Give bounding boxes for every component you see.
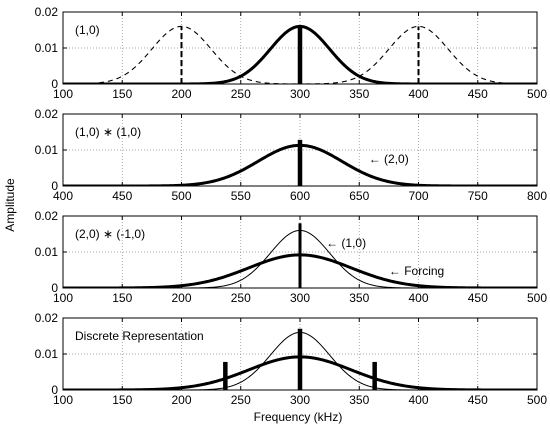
- panel-label: Discrete Representation: [75, 329, 204, 343]
- x-tick-label: 500: [527, 87, 547, 101]
- y-tick-label: 0.01: [35, 143, 59, 157]
- y-tick-label: 0.02: [35, 5, 59, 19]
- panel-1: 100 150 200 250 300 350 400 450 50000.010.02(1,0…: [35, 5, 548, 101]
- y-tick-label: 0: [51, 383, 58, 397]
- x-axis-label: Frequency (kHz): [254, 410, 343, 424]
- x-tick-label: 300: [290, 393, 310, 407]
- panel-4: 100 150 200 250 300 350 400 450 50000.010.02Disc…: [35, 311, 548, 407]
- x-tick-label: 200: [171, 291, 191, 305]
- x-tick-label: 250: [231, 87, 251, 101]
- y-tick-label: 0: [51, 179, 58, 193]
- x-tick-label: 350: [349, 87, 369, 101]
- panel-3: 100 150 200 250 300 350 400 450 50000.010.02(2,0…: [35, 209, 548, 305]
- annotation-label: ← (2,0): [369, 152, 409, 166]
- x-tick-label: 250: [231, 291, 251, 305]
- y-tick-label: 0.02: [35, 209, 59, 223]
- y-tick-label: 0: [51, 77, 58, 91]
- x-tick-label: 750: [468, 189, 488, 203]
- x-tick-label: 150: [112, 291, 132, 305]
- x-tick-label: 450: [112, 189, 132, 203]
- x-tick-label: 500: [171, 189, 191, 203]
- panel-label: (1,0) ∗ (1,0): [75, 125, 141, 139]
- y-tick-label: 0.02: [35, 311, 59, 325]
- x-tick-label: 400: [408, 291, 428, 305]
- x-tick-label: 150: [112, 87, 132, 101]
- x-tick-label: 400: [408, 87, 428, 101]
- annotation-label: ← (1,0): [326, 236, 366, 250]
- y-tick-label: 0.02: [35, 107, 59, 121]
- y-tick-label: 0.01: [35, 245, 59, 259]
- x-tick-label: 800: [527, 189, 547, 203]
- y-tick-label: 0.01: [35, 347, 59, 361]
- panel-label: (2,0) ∗ (-1,0): [75, 227, 145, 241]
- y-tick-label: 0: [51, 281, 58, 295]
- y-axis-label: Amplitude: [3, 178, 17, 232]
- panel-label: (1,0): [75, 23, 100, 37]
- x-tick-label: 600: [290, 189, 310, 203]
- x-tick-label: 350: [349, 393, 369, 407]
- x-tick-label: 550: [231, 189, 251, 203]
- x-tick-label: 450: [468, 393, 488, 407]
- x-tick-label: 500: [527, 291, 547, 305]
- x-tick-label: 700: [408, 189, 428, 203]
- x-tick-label: 500: [527, 393, 547, 407]
- x-tick-label: 150: [112, 393, 132, 407]
- x-tick-label: 200: [171, 87, 191, 101]
- panels: 100 150 200 250 300 350 400 450 50000.010.02(1,0…: [35, 5, 548, 407]
- x-tick-label: 450: [468, 291, 488, 305]
- y-tick-label: 0.01: [35, 41, 59, 55]
- x-tick-label: 650: [349, 189, 369, 203]
- x-tick-label: 300: [290, 87, 310, 101]
- x-tick-label: 450: [468, 87, 488, 101]
- x-tick-label: 400: [408, 393, 428, 407]
- x-tick-label: 350: [349, 291, 369, 305]
- annotation-label: ← Forcing: [389, 264, 444, 278]
- x-tick-label: 250: [231, 393, 251, 407]
- x-tick-label: 200: [171, 393, 191, 407]
- panel-2: 400 450 500 550 600 650 700 750 80000.010.02(1,0…: [35, 107, 548, 203]
- x-tick-label: 300: [290, 291, 310, 305]
